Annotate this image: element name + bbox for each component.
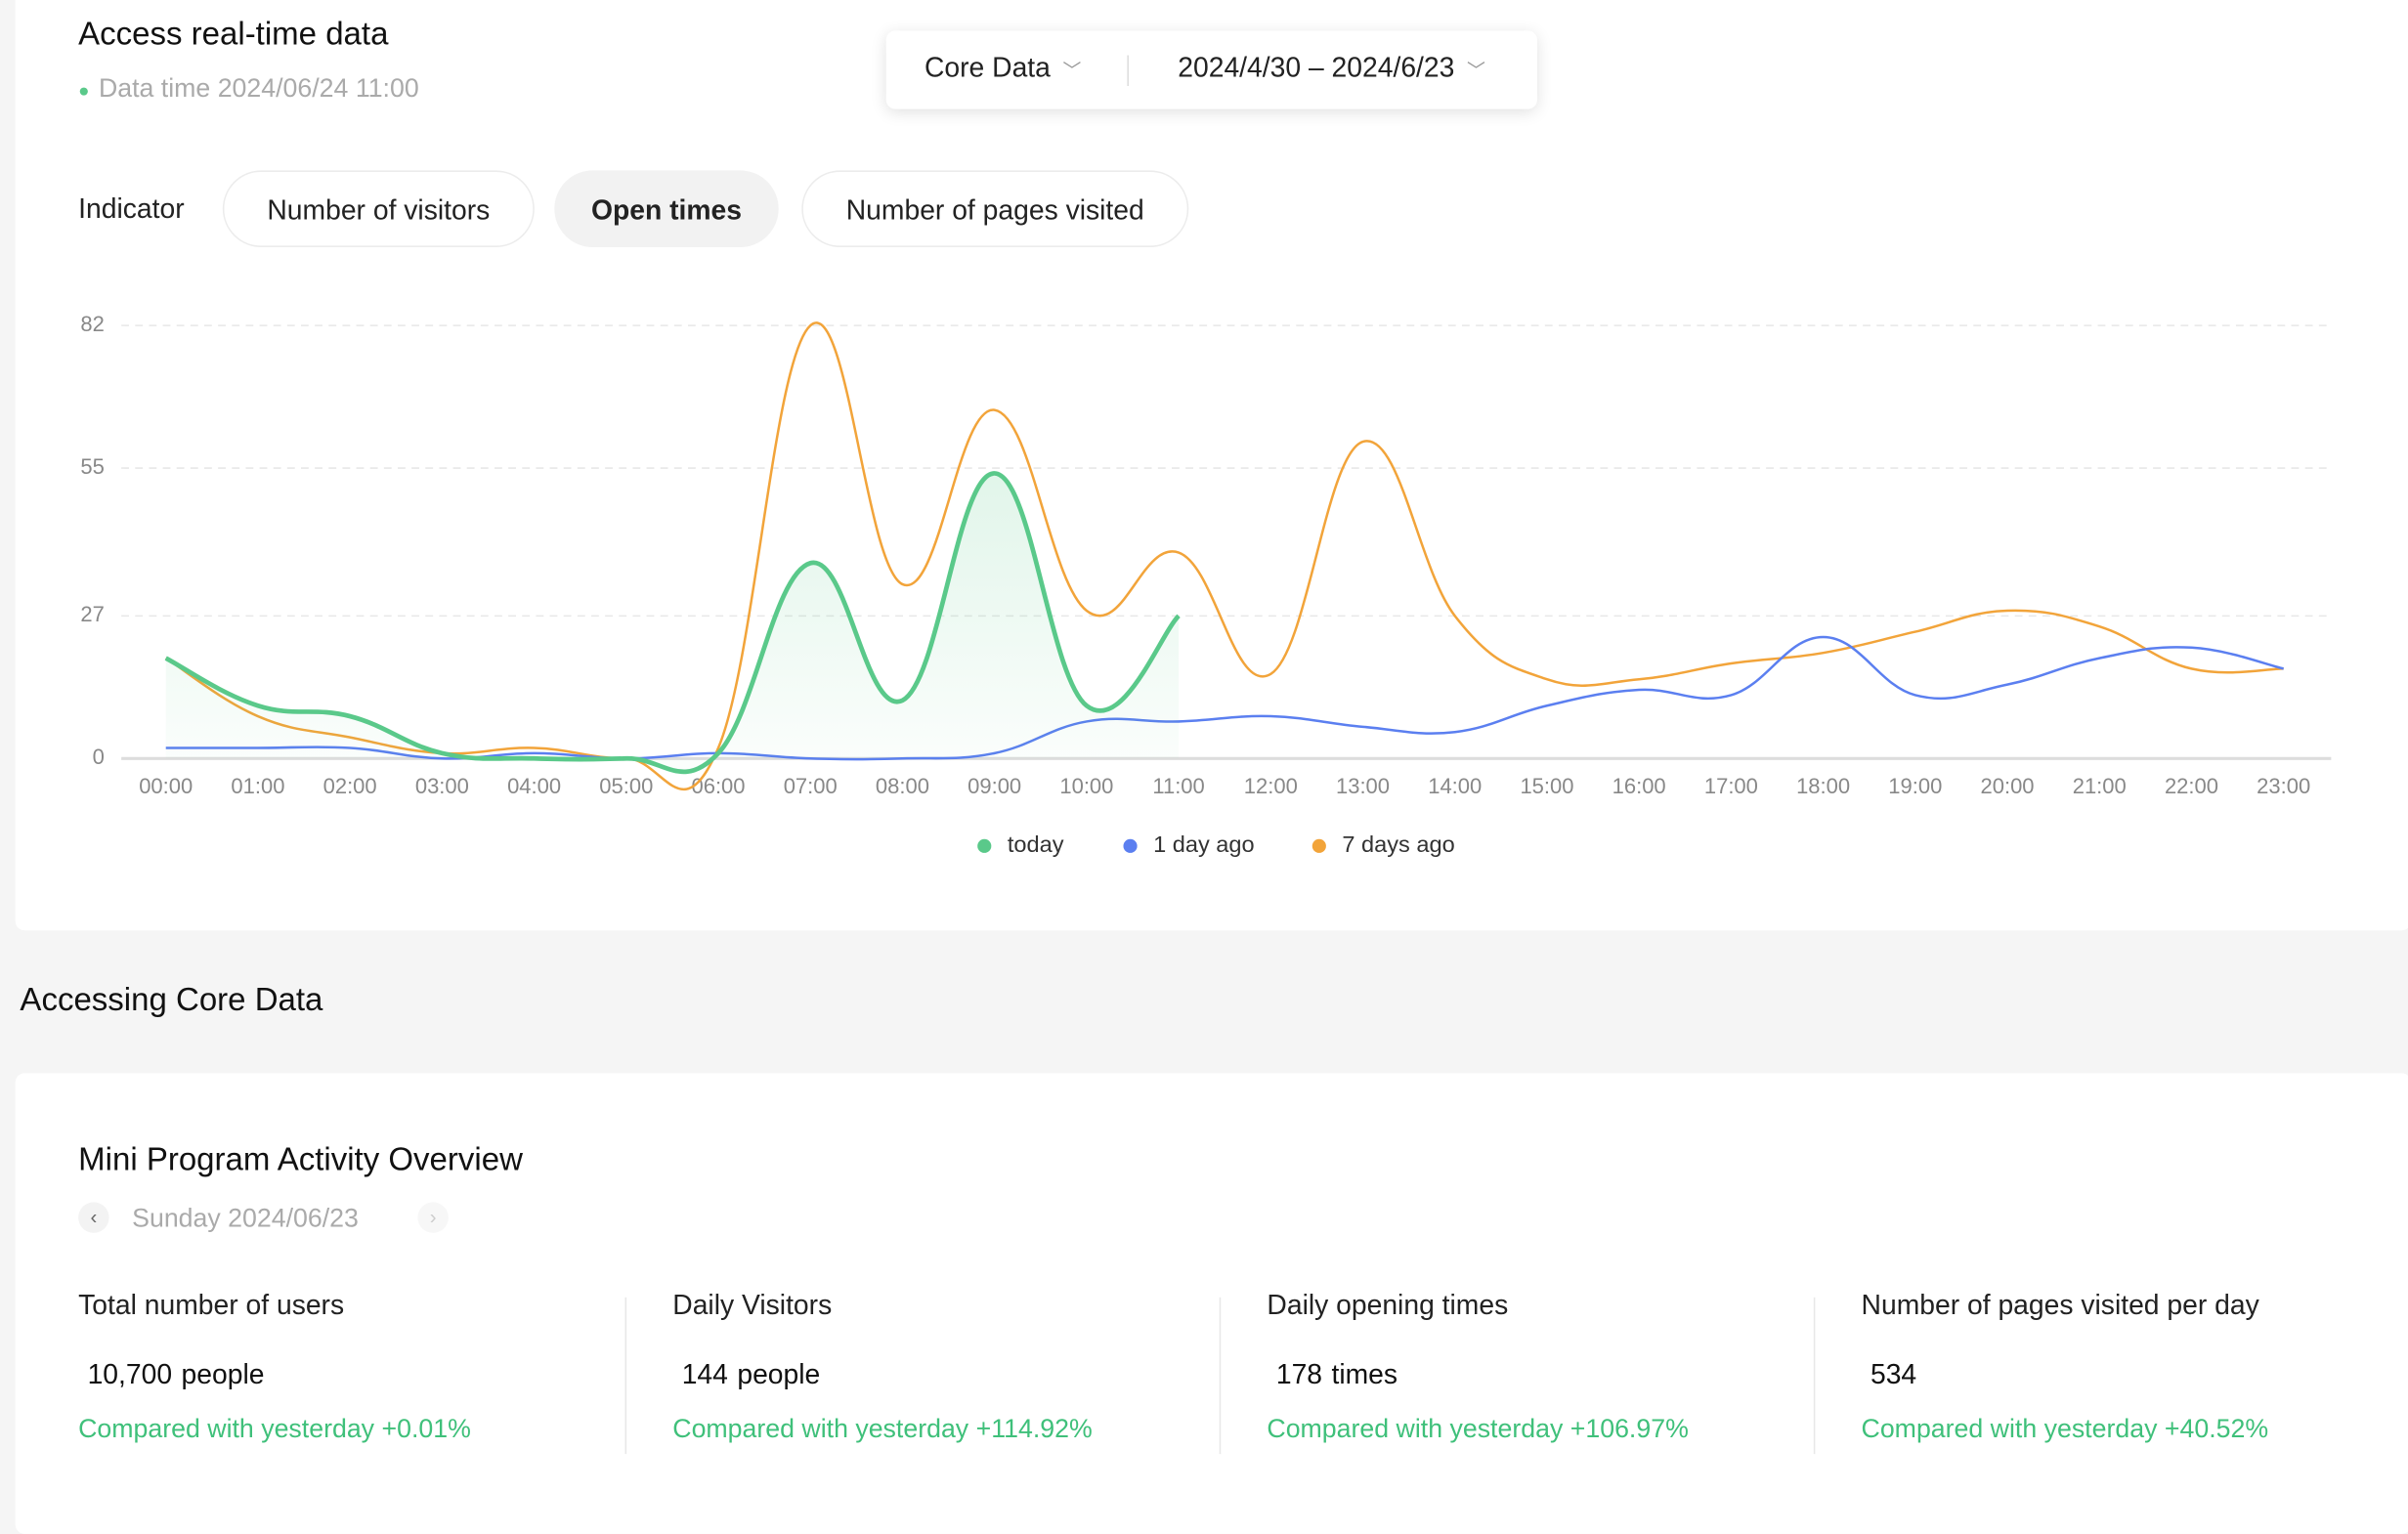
metric-label: Daily opening times bbox=[1267, 1289, 1509, 1321]
metric-compare: Compared with yesterday +114.92% bbox=[672, 1414, 1226, 1444]
divider bbox=[1127, 55, 1129, 86]
y-tick-label: 82 bbox=[80, 312, 104, 336]
metric-value: 178 times bbox=[1267, 1341, 1820, 1396]
x-tick-label: 14:00 bbox=[1428, 774, 1482, 798]
compare-change: +40.52% bbox=[2164, 1414, 2269, 1444]
metric: Number of pages visited per day 534 Compar… bbox=[1862, 1290, 2408, 1445]
compare-change: +106.97% bbox=[1570, 1414, 1689, 1444]
x-tick-label: 06:00 bbox=[691, 774, 745, 798]
y-tick-label: 55 bbox=[80, 454, 104, 479]
data-time-text: Data time 2024/06/24 11:00 bbox=[98, 73, 419, 104]
metric-label: Daily Visitors bbox=[672, 1289, 833, 1321]
metric-number: 534 bbox=[1870, 1358, 1917, 1390]
overview-title: Mini Program Activity Overview bbox=[78, 1142, 523, 1178]
section-title: Accessing Core Data bbox=[20, 982, 323, 1018]
x-tick-label: 21:00 bbox=[2073, 774, 2127, 798]
y-tick-label: 27 bbox=[80, 602, 104, 626]
data-time: ● Data time 2024/06/24 11:00 bbox=[78, 73, 419, 104]
metric-label: Total number of users bbox=[78, 1289, 345, 1321]
metric-compare: Compared with yesterday +0.01% bbox=[78, 1414, 631, 1444]
x-tick-label: 18:00 bbox=[1796, 774, 1850, 798]
metric-separator bbox=[624, 1297, 627, 1455]
legend-marker bbox=[1123, 838, 1138, 853]
x-tick-label: 16:00 bbox=[1612, 774, 1666, 798]
compare-change: +114.92% bbox=[975, 1414, 1093, 1444]
x-tick-label: 17:00 bbox=[1704, 774, 1758, 798]
compare-text: Compared with yesterday bbox=[1861, 1414, 2158, 1444]
x-tick-label: 00:00 bbox=[139, 774, 193, 798]
x-tick-label: 11:00 bbox=[1152, 774, 1204, 798]
scope-dropdown[interactable]: Core Data ﹀ bbox=[924, 52, 1082, 83]
chart: 0 27 55 82 00:00 01:00 02:00 03:00 04:00 05:00 06:… bbox=[80, 312, 2332, 857]
overview-date: Sunday 2024/06/23 bbox=[132, 1203, 359, 1233]
metric-unit: people bbox=[181, 1358, 265, 1390]
indicator-tab[interactable]: Number of visitors bbox=[222, 170, 535, 247]
x-tick-label: 19:00 bbox=[1888, 774, 1942, 798]
legend-label: 7 days ago bbox=[1342, 831, 1454, 857]
metric-unit: times bbox=[1331, 1358, 1398, 1390]
series-line bbox=[165, 635, 2284, 761]
x-tick-label: 22:00 bbox=[2165, 774, 2218, 798]
x-tick-label: 20:00 bbox=[1981, 774, 2035, 798]
legend-label: 1 day ago bbox=[1153, 831, 1255, 857]
x-tick-label: 12:00 bbox=[1244, 774, 1298, 798]
metric-separator bbox=[1813, 1297, 1816, 1455]
y-tick-label: 0 bbox=[93, 745, 105, 769]
metric: Daily Visitors 144 people Compared with yes… bbox=[672, 1290, 1226, 1445]
x-tick-label: 15:00 bbox=[1520, 774, 1573, 798]
x-tick-label: 23:00 bbox=[2257, 774, 2310, 798]
x-tick-label: 02:00 bbox=[323, 774, 377, 798]
metric-separator bbox=[1219, 1297, 1222, 1455]
compare-text: Compared with yesterday bbox=[78, 1414, 375, 1444]
x-tick-label: 08:00 bbox=[876, 774, 929, 798]
card-title: Access real-time data bbox=[78, 17, 389, 53]
metric-value: 534 bbox=[1862, 1341, 2408, 1396]
realtime-card bbox=[15, 0, 2408, 931]
metric-unit: people bbox=[737, 1358, 821, 1390]
metric-number: 178 bbox=[1275, 1358, 1323, 1390]
indicator-tab[interactable]: Number of pages visited bbox=[801, 170, 1189, 247]
filter-box: Core Data ﹀ 2024/4/30 – 2024/6/23 ﹀ bbox=[885, 30, 1537, 109]
metric-number: 10,700 bbox=[87, 1358, 173, 1390]
compare-text: Compared with yesterday bbox=[672, 1414, 969, 1444]
date-dropdown[interactable]: 2024/4/30 – 2024/6/23 ﹀ bbox=[1178, 52, 1485, 83]
legend-marker bbox=[977, 838, 992, 853]
metric-label: Number of pages visited per day bbox=[1861, 1289, 2259, 1321]
next-day[interactable]: › bbox=[417, 1202, 449, 1233]
series-line bbox=[164, 471, 1181, 775]
legend-label: today bbox=[1008, 831, 1064, 857]
metric-number: 144 bbox=[681, 1358, 728, 1390]
indicator-tab[interactable]: Open times bbox=[554, 170, 779, 247]
legend-marker bbox=[1312, 838, 1326, 853]
series-area bbox=[165, 473, 1180, 772]
x-tick-label: 13:00 bbox=[1336, 774, 1390, 798]
overview-card bbox=[15, 1073, 2408, 1534]
date-text: 2024/4/30 – 2024/6/23 bbox=[1178, 52, 1455, 83]
x-tick-label: 04:00 bbox=[507, 774, 561, 798]
x-tick-label: 03:00 bbox=[415, 774, 469, 798]
compare-change: +0.01% bbox=[381, 1414, 471, 1444]
series-line bbox=[165, 321, 2284, 790]
metric: Total number of users 10,700 people Compare… bbox=[78, 1290, 631, 1445]
x-tick-label: 10:00 bbox=[1059, 774, 1113, 798]
metric-compare: Compared with yesterday +106.97% bbox=[1267, 1414, 1820, 1444]
scope-text: Core Data bbox=[924, 52, 1051, 83]
compare-text: Compared with yesterday bbox=[1267, 1414, 1564, 1444]
x-tick-label: 09:00 bbox=[968, 774, 1021, 798]
indicator-label: Indicator bbox=[78, 192, 185, 225]
x-tick-label: 07:00 bbox=[784, 774, 838, 798]
x-tick-label: 05:00 bbox=[599, 774, 653, 798]
metric-value: 144 people bbox=[672, 1341, 1226, 1396]
metric-compare: Compared with yesterday +40.52% bbox=[1862, 1414, 2408, 1444]
metric: Daily opening times 178 times Compared with… bbox=[1267, 1290, 1820, 1445]
prev-day[interactable]: ‹ bbox=[78, 1202, 109, 1233]
x-tick-label: 01:00 bbox=[231, 774, 284, 798]
metric-value: 10,700 people bbox=[78, 1341, 631, 1396]
